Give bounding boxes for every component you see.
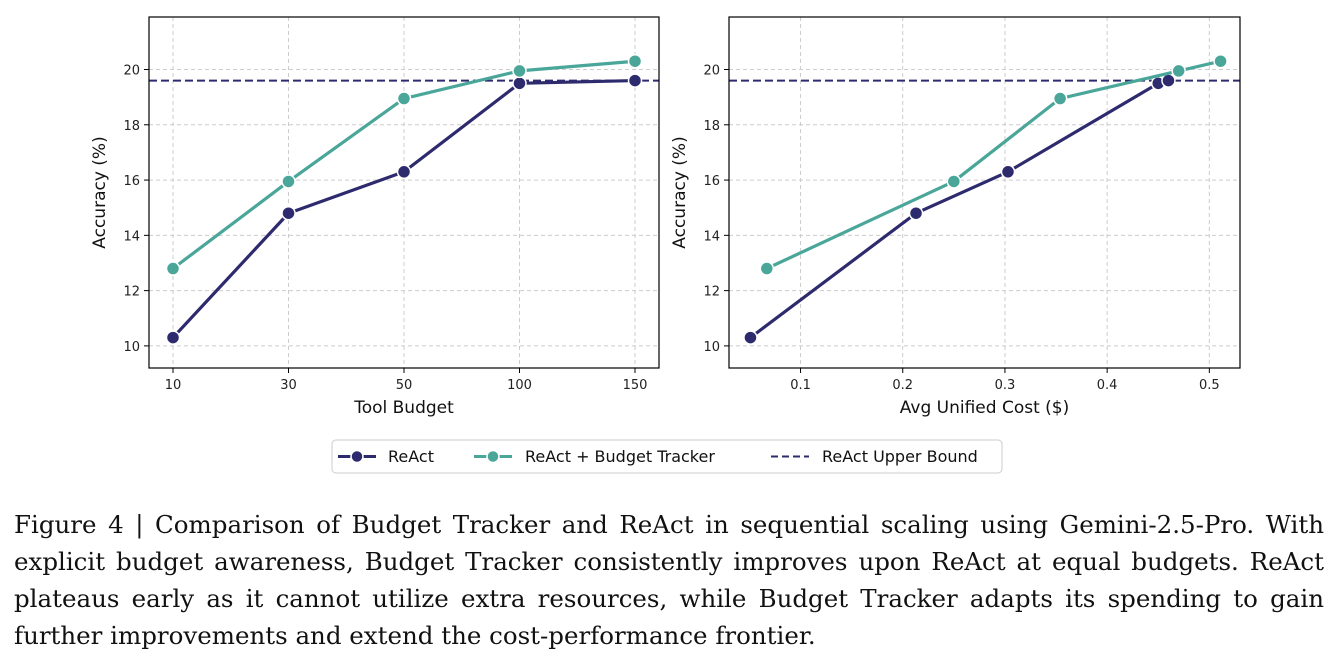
legend: ReAct ReAct + Budget Tracker ReAct Upper… <box>331 439 1003 474</box>
y-tick-label: 10 <box>703 340 720 355</box>
chart-avg-unified-cost: 10 12 14 16 18 20 0.1 0.2 0.3 0.4 0.5 Avg Unified C… <box>670 16 1241 418</box>
x-tick-label: 30 <box>280 378 297 393</box>
tracker-point <box>627 53 643 69</box>
y-tick-label: 16 <box>703 174 720 189</box>
chart-tool-budget: 10 12 14 16 18 20 10 30 50 100 150 Tool Budget Accur… <box>90 16 660 418</box>
x-tick-label: 0.4 <box>1097 378 1118 393</box>
react-line <box>749 79 1169 339</box>
x-tick-label: 50 <box>396 378 413 393</box>
react-point <box>908 205 924 221</box>
tracker-point <box>759 261 775 276</box>
legend-item-react: ReAct <box>338 447 434 466</box>
x-tick-label: 10 <box>165 378 182 393</box>
y-axis-label: Accuracy (%) <box>90 136 110 248</box>
tracker-point <box>1171 63 1186 79</box>
tracker-point <box>165 261 181 276</box>
x-tick-label: 0.1 <box>790 378 811 393</box>
tracker-point <box>1213 53 1228 69</box>
legend-react-label: ReAct <box>388 447 434 466</box>
tracker-point <box>396 91 412 106</box>
x-axis-label: Avg Unified Cost ($) <box>900 398 1069 418</box>
react-point <box>165 330 181 345</box>
x-tick-label: 0.5 <box>1199 378 1220 393</box>
legend-item-tracker: ReAct + Budget Tracker <box>474 447 715 466</box>
legend-box <box>331 439 1003 474</box>
tracker-point <box>1052 91 1068 106</box>
legend-react-marker <box>350 449 364 464</box>
y-tick-label: 16 <box>123 174 140 189</box>
figure-caption: Figure 4 | Comparison of Budget Tracker … <box>14 510 1324 650</box>
y-tick-label: 12 <box>703 285 720 300</box>
legend-item-upper-bound: ReAct Upper Bound <box>771 447 978 466</box>
x-tick-label: 0.2 <box>892 378 913 393</box>
y-tick-label: 18 <box>123 119 140 134</box>
react-point <box>281 205 296 221</box>
tracker-point <box>281 174 296 189</box>
legend-upper-bound-label: ReAct Upper Bound <box>822 447 978 466</box>
y-tick-label: 20 <box>703 64 720 79</box>
react-point <box>512 76 527 91</box>
x-tick-label: 0.3 <box>995 378 1016 393</box>
react-point <box>627 73 643 88</box>
y-tick-label: 14 <box>123 229 140 244</box>
tracker-point <box>512 63 527 79</box>
y-tick-label: 18 <box>703 119 720 134</box>
x-tick-label: 150 <box>623 378 648 393</box>
legend-tracker-label: ReAct + Budget Tracker <box>525 447 715 466</box>
tracker-point <box>946 174 962 189</box>
react-point <box>396 164 412 180</box>
y-tick-label: 12 <box>123 285 140 300</box>
y-tick-label: 14 <box>703 229 720 244</box>
tracker-line <box>766 59 1221 270</box>
y-axis-label: Accuracy (%) <box>670 136 690 248</box>
y-tick-label: 20 <box>123 64 140 79</box>
react-point <box>1161 73 1176 88</box>
x-tick-label: 100 <box>507 378 532 393</box>
react-point <box>743 330 758 345</box>
react-point <box>1000 164 1016 180</box>
legend-tracker-marker <box>486 449 500 464</box>
plot-frame <box>728 16 1241 369</box>
y-tick-label: 10 <box>123 340 140 355</box>
x-axis-label: Tool Budget <box>353 398 454 418</box>
figure: 10 12 14 16 18 20 10 30 50 100 150 Tool Budget Accur… <box>90 16 1241 474</box>
